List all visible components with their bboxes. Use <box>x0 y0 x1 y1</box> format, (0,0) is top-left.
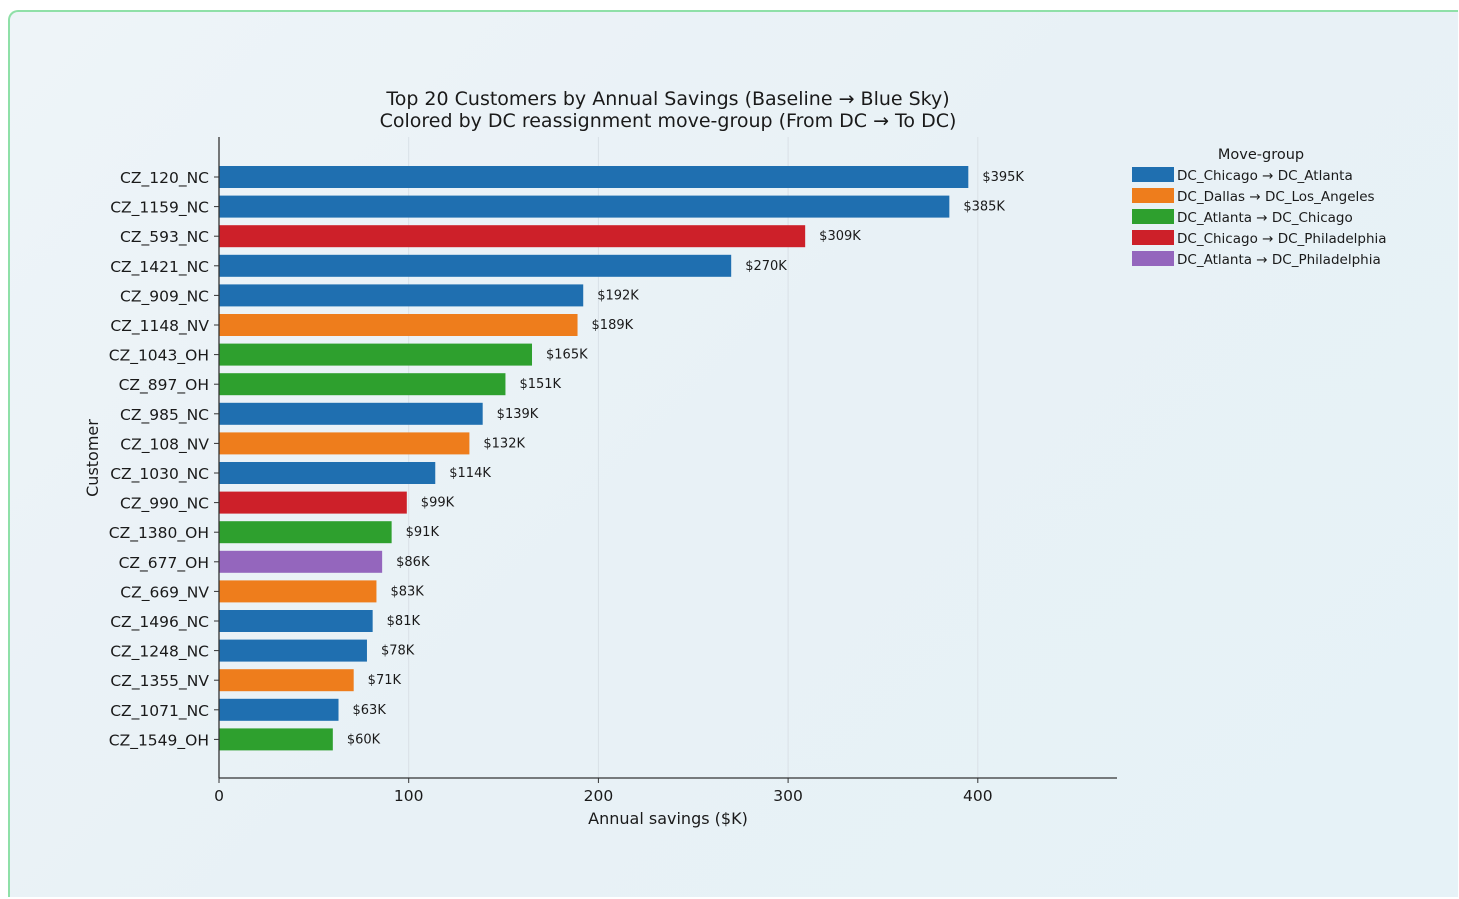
bar-value-label: $132K <box>483 436 525 451</box>
y-tick-label: CZ_1248_NC <box>110 643 209 662</box>
bar-value-label: $78K <box>381 644 415 659</box>
bar <box>219 728 333 751</box>
bar <box>219 373 506 396</box>
y-tick-label: CZ_1496_NC <box>110 613 209 632</box>
bar-value-label: $91K <box>406 525 440 540</box>
bar-value-label: $395K <box>982 170 1024 185</box>
bar-value-label: $192K <box>597 288 639 303</box>
legend-entry-label: DC_Chicago → DC_Philadelphia <box>1177 231 1387 247</box>
bar-value-label: $385K <box>963 200 1005 215</box>
y-tick-label: CZ_1355_NV <box>110 672 209 691</box>
bar <box>219 343 533 366</box>
bar-value-label: $60K <box>347 732 381 747</box>
legend-entry-label: DC_Dallas → DC_Los_Angeles <box>1177 189 1375 205</box>
legend-swatch <box>1132 230 1174 245</box>
bar <box>219 698 339 721</box>
bar-value-label: $81K <box>387 614 421 629</box>
bar-value-label: $99K <box>421 496 455 511</box>
bar-value-label: $63K <box>353 703 387 718</box>
bar <box>219 610 373 632</box>
bar-value-label: $83K <box>390 584 424 599</box>
x-axis-label: Annual savings ($K) <box>588 809 748 828</box>
bar <box>219 284 584 307</box>
legend-swatch <box>1132 188 1174 203</box>
y-tick-label: CZ_1148_NV <box>110 317 209 336</box>
x-tick-label: 100 <box>394 787 424 805</box>
legend-title: Move-group <box>1218 147 1304 163</box>
bar-value-label: $86K <box>396 555 430 570</box>
bar-value-label: $71K <box>368 673 402 688</box>
y-tick-label: CZ_1043_OH <box>109 347 209 366</box>
y-tick-label: CZ_1380_OH <box>109 524 209 543</box>
bar <box>219 432 470 455</box>
chart-title: Top 20 Customers by Annual Savings (Base… <box>385 88 949 110</box>
bar <box>219 254 732 277</box>
y-tick-label: CZ_677_OH <box>119 554 209 573</box>
y-tick-label: CZ_669_NV <box>120 583 209 602</box>
bar <box>219 669 354 692</box>
y-tick-label: CZ_897_OH <box>119 376 209 395</box>
bar <box>219 225 806 248</box>
x-tick-label: 200 <box>584 787 614 805</box>
legend-entry-label: DC_Atlanta → DC_Chicago <box>1177 210 1353 226</box>
bar-value-label: $114K <box>449 466 491 481</box>
y-tick-label: CZ_909_NC <box>120 287 209 306</box>
y-tick-label: CZ_120_NC <box>120 169 209 188</box>
legend-swatch <box>1132 209 1174 224</box>
y-tick-label: CZ_593_NC <box>120 228 209 247</box>
bar <box>219 195 950 218</box>
y-tick-label: CZ_1549_OH <box>109 731 209 750</box>
x-tick-label: 400 <box>963 787 993 805</box>
bar <box>219 491 407 514</box>
bar-value-label: $139K <box>497 407 539 422</box>
bar <box>219 166 969 188</box>
bars-layer: $395K $385K $309K $270K $192K $189K $165K $151K… <box>219 166 1024 751</box>
y-axis-label: Customer <box>83 419 102 497</box>
y-tick-label: CZ_1159_NC <box>110 199 209 218</box>
bar <box>219 550 383 573</box>
legend-entry-label: DC_Chicago → DC_Atlanta <box>1177 168 1353 184</box>
bar-value-label: $189K <box>592 318 634 333</box>
axes-layer: CZ_120_NC CZ_1159_NC CZ_593_NC CZ_1421_NC CZ… <box>109 137 1117 805</box>
bar-value-label: $165K <box>546 348 588 363</box>
legend-swatch <box>1132 167 1174 182</box>
y-tick-label: CZ_108_NV <box>120 435 209 454</box>
legend-entry-label: DC_Atlanta → DC_Philadelphia <box>1177 252 1381 268</box>
y-tick-label: CZ_990_NC <box>120 495 209 514</box>
bar <box>219 639 367 662</box>
legend-swatch <box>1132 251 1174 266</box>
bar <box>219 462 436 484</box>
y-tick-label: CZ_1030_NC <box>110 465 209 484</box>
legend: Move-group DC_Chicago → DC_Atlanta DC_Dall… <box>1132 147 1387 268</box>
bar <box>219 580 377 603</box>
bar-value-label: $309K <box>819 229 861 244</box>
x-tick-label: 300 <box>773 787 803 805</box>
bar <box>219 521 392 544</box>
bar-value-label: $151K <box>519 377 561 392</box>
y-tick-label: CZ_1421_NC <box>110 258 209 277</box>
bar-value-label: $270K <box>745 259 787 274</box>
chart-subtitle: Colored by DC reassignment move-group (F… <box>380 110 957 132</box>
y-tick-label: CZ_1071_NC <box>110 702 209 721</box>
bar <box>219 402 483 425</box>
bar <box>219 314 578 336</box>
y-tick-label: CZ_985_NC <box>120 406 209 425</box>
x-tick-label: 0 <box>214 787 224 805</box>
